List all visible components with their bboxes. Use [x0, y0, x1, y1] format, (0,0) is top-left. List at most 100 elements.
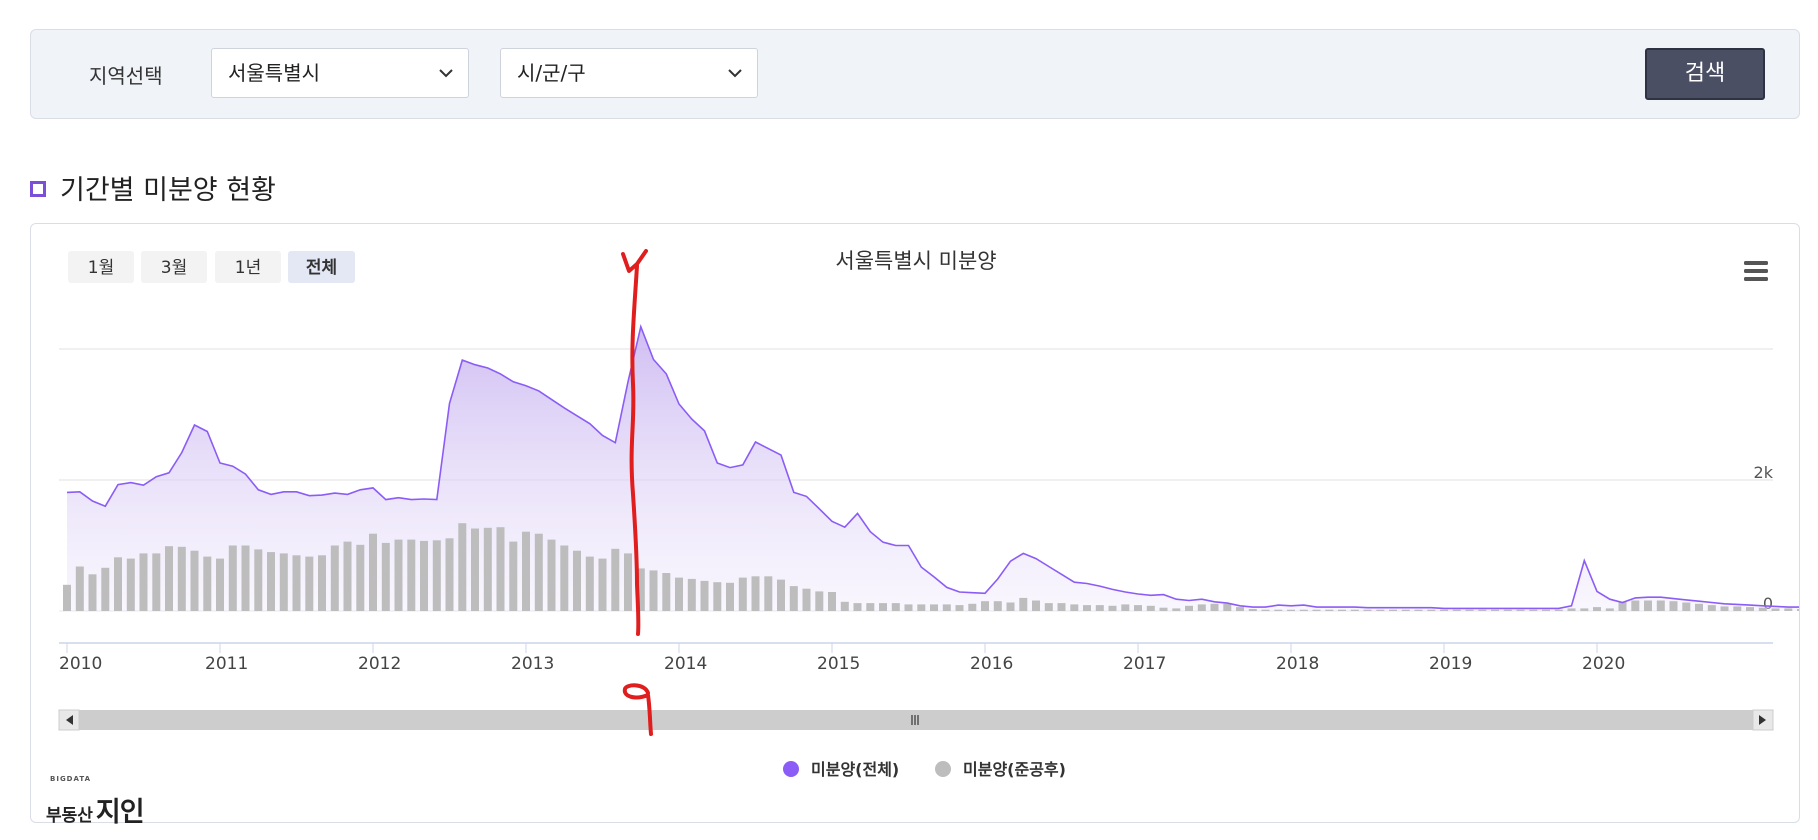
- district-select[interactable]: 시/군/구: [500, 48, 758, 98]
- bar-completed: [1299, 609, 1308, 611]
- series-line-total: [66, 323, 1799, 610]
- bar-completed: [1338, 609, 1346, 611]
- bar-completed: [1261, 609, 1270, 611]
- bar-completed: [1134, 605, 1142, 611]
- range-button-label: 전체: [306, 258, 337, 278]
- bar-completed: [1057, 603, 1066, 611]
- bar-completed: [177, 546, 186, 611]
- bar-completed: [585, 556, 594, 611]
- bar-completed: [369, 533, 377, 611]
- range-button-label: 1년: [235, 258, 261, 278]
- menu-icon[interactable]: [1744, 261, 1768, 265]
- bar-completed: [1210, 603, 1219, 611]
- region-select-label: 지역선택: [89, 64, 163, 88]
- section-square-icon: [30, 180, 46, 197]
- range-button-4[interactable]: [288, 251, 355, 283]
- bar-completed: [713, 582, 722, 611]
- bar-completed: [63, 584, 71, 611]
- bar-completed: [611, 548, 620, 611]
- bar-completed: [305, 556, 314, 611]
- legend-item[interactable]: 미분양(전체): [811, 760, 899, 779]
- bar-completed: [1605, 608, 1614, 611]
- bar-completed: [228, 545, 237, 611]
- range-button-label: 1월: [88, 258, 114, 278]
- bar-completed: [1669, 601, 1678, 611]
- legend-item[interactable]: 미분양(준공후): [963, 760, 1066, 779]
- x-tick-label: 2020: [1582, 654, 1625, 674]
- range-button-3[interactable]: [215, 251, 281, 283]
- bar-completed: [1440, 609, 1448, 611]
- x-tick-label: 2015: [817, 654, 860, 674]
- annotation-check-mark: [621, 249, 648, 273]
- range-button-label: 3월: [161, 258, 187, 278]
- bar-completed: [1019, 597, 1028, 611]
- range-button-2[interactable]: [141, 251, 207, 283]
- bar-completed: [1503, 609, 1512, 611]
- bar-completed: [318, 555, 326, 611]
- bar-completed: [1197, 604, 1206, 611]
- bar-completed: [88, 574, 97, 611]
- bar-completed: [1376, 609, 1385, 611]
- bar-completed: [1006, 602, 1015, 611]
- bar-completed: [1159, 607, 1168, 611]
- chart-title: 서울특별시 미분양: [835, 249, 996, 273]
- bar-completed: [1146, 605, 1155, 611]
- bar-completed: [241, 545, 250, 611]
- bar-completed: [75, 566, 84, 611]
- city-select-value: 서울특별시: [228, 61, 320, 85]
- bar-completed: [1529, 609, 1538, 611]
- bar-completed: [1044, 603, 1053, 611]
- x-tick-label: 2017: [1123, 654, 1166, 674]
- legend-marker: [783, 761, 799, 777]
- bar-completed: [1083, 605, 1091, 611]
- bar-completed: [534, 533, 543, 611]
- city-select[interactable]: 서울특별시: [211, 48, 469, 98]
- bar-completed: [968, 603, 977, 611]
- bar-completed: [942, 604, 951, 611]
- bar-completed: [955, 605, 964, 611]
- bar-completed: [1707, 605, 1716, 611]
- bar-completed: [279, 553, 288, 611]
- bar-completed: [560, 545, 569, 611]
- bar-completed: [1095, 605, 1104, 611]
- bar-completed: [1172, 608, 1181, 611]
- range-button-1[interactable]: [68, 251, 134, 283]
- bar-completed: [330, 545, 339, 611]
- bar-completed: [356, 544, 365, 611]
- bar-completed: [458, 523, 467, 611]
- bar-completed: [1236, 607, 1244, 611]
- bar-completed: [267, 552, 275, 611]
- bar-completed: [407, 539, 416, 611]
- caret-left-icon: [66, 715, 73, 725]
- bar-completed: [1452, 609, 1461, 611]
- bar-completed: [1516, 609, 1525, 611]
- bar-completed: [1682, 602, 1691, 611]
- horizontal-scrollbar[interactable]: [59, 710, 1773, 730]
- bar-completed: [522, 531, 530, 611]
- bar-completed: [649, 570, 658, 611]
- bar-completed: [904, 604, 913, 611]
- bar-completed: [420, 540, 428, 611]
- annotation-vertical-line: [629, 264, 641, 636]
- search-button[interactable]: 검색: [1645, 48, 1765, 100]
- bar-completed: [1185, 605, 1193, 611]
- bar-completed: [1554, 609, 1563, 611]
- chart-container: 1월 3월 1년 전체 서울특별시 미분양 0 2k 2010 2011 2012 2013 2014…: [30, 223, 1800, 823]
- bar-completed: [1465, 609, 1474, 611]
- bar-completed: [445, 538, 454, 611]
- region-filter-bar: 지역선택 서울특별시 시/군/구 검색: [30, 29, 1800, 119]
- bar-completed: [777, 579, 785, 611]
- bar-completed: [662, 573, 671, 611]
- chevron-down-icon: [439, 69, 453, 78]
- x-tick-label: 2019: [1429, 654, 1472, 674]
- bar-completed: [687, 578, 696, 611]
- x-tick-label: 2010: [59, 654, 102, 674]
- bar-completed: [981, 601, 989, 611]
- bar-completed: [802, 588, 811, 611]
- bar-completed: [1631, 600, 1640, 611]
- bar-completed: [726, 582, 734, 611]
- menu-icon-line: [1744, 269, 1768, 273]
- bar-completed: [292, 555, 301, 611]
- bar-completed: [1363, 609, 1372, 611]
- y-tick-label: 0: [1763, 594, 1773, 613]
